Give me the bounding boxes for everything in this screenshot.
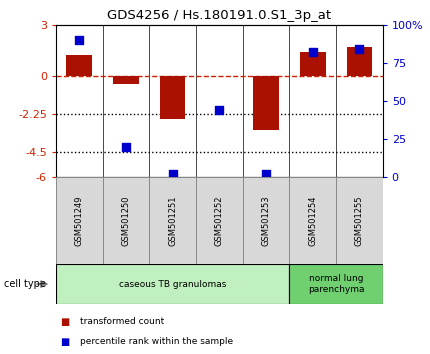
Bar (103, 177, 149, 264)
Text: GSM501253: GSM501253 (261, 195, 270, 246)
Point (263, 171, 270, 177)
Bar (289, 177, 336, 264)
Bar (347, 47, 372, 75)
Text: GSM501254: GSM501254 (308, 195, 317, 246)
Bar (160, 75, 185, 120)
Point (123, 144, 129, 149)
Text: normal lung
parenchyma: normal lung parenchyma (308, 274, 364, 294)
Point (216, 107, 223, 113)
Bar (66, 55, 92, 75)
Text: GSM501252: GSM501252 (215, 195, 224, 246)
Text: GSM501251: GSM501251 (168, 195, 177, 246)
Bar (243, 177, 289, 264)
Bar (56, 264, 289, 304)
Text: ■: ■ (60, 337, 70, 347)
Text: GSM501250: GSM501250 (121, 195, 130, 246)
Point (309, 49, 316, 55)
Bar (196, 177, 243, 264)
Bar (300, 52, 326, 75)
Title: GDS4256 / Hs.180191.0.S1_3p_at: GDS4256 / Hs.180191.0.S1_3p_at (107, 9, 332, 22)
Text: cell type: cell type (4, 279, 46, 289)
Bar (206, 75, 232, 76)
Point (356, 46, 363, 52)
Point (169, 171, 176, 177)
Text: GSM501249: GSM501249 (75, 195, 84, 246)
Bar (113, 75, 139, 84)
Point (76, 37, 83, 43)
Bar (336, 177, 383, 264)
Text: ■: ■ (60, 317, 70, 327)
Bar (289, 264, 383, 304)
Text: percentile rank within the sample: percentile rank within the sample (80, 337, 233, 346)
Text: transformed count: transformed count (80, 317, 164, 326)
Text: caseous TB granulomas: caseous TB granulomas (119, 280, 226, 289)
Bar (56, 177, 103, 264)
Bar (149, 177, 196, 264)
Bar (253, 75, 279, 130)
Text: GSM501255: GSM501255 (355, 195, 364, 246)
